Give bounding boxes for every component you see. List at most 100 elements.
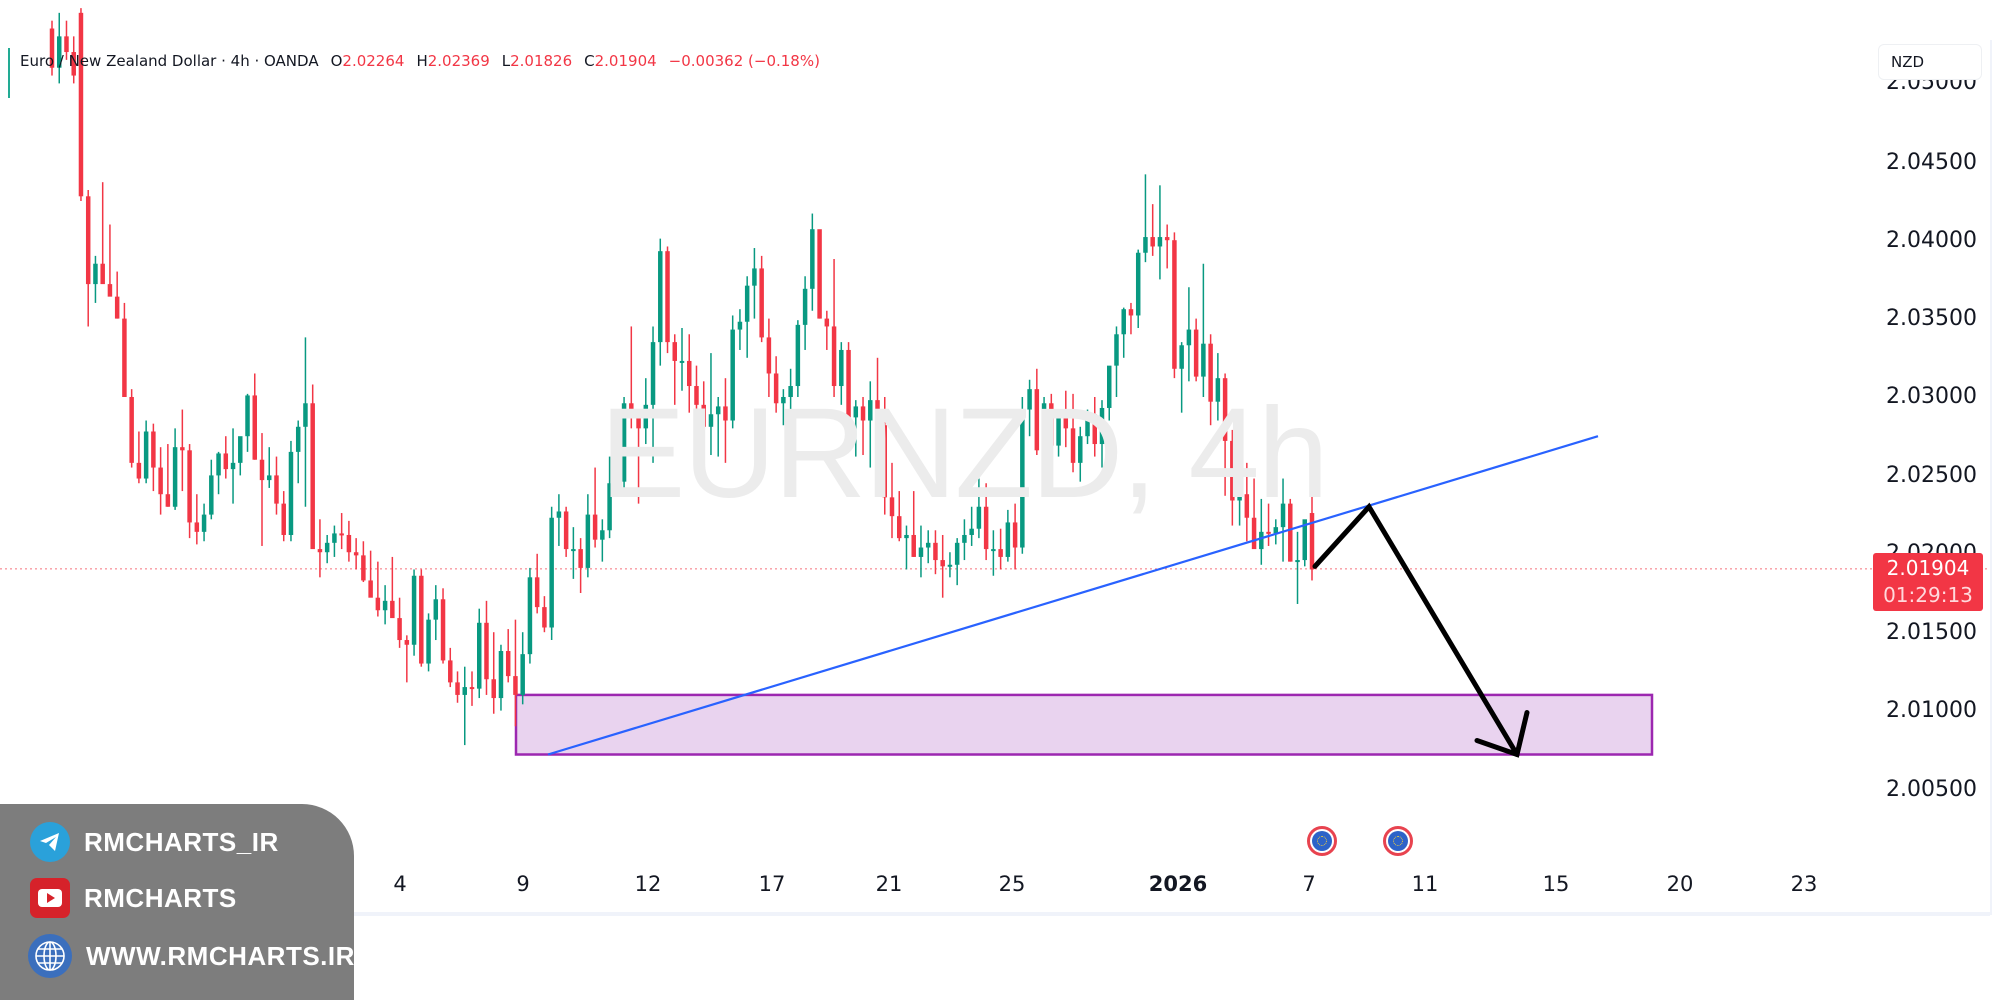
- close-value: 2.01904: [594, 52, 657, 70]
- candle: [1049, 393, 1054, 468]
- candle: [143, 420, 149, 484]
- candle: [476, 608, 482, 699]
- price-label: 2.04500: [1886, 150, 1977, 175]
- candle: [947, 552, 953, 578]
- telegram-icon: [30, 822, 70, 862]
- telegram-handle: RMCHARTS_IR: [84, 826, 279, 857]
- candle: [686, 334, 692, 413]
- candle: [194, 494, 200, 545]
- candle: [1164, 224, 1170, 269]
- change-value: −0.00362 (−0.18%): [668, 52, 820, 70]
- candle: [563, 506, 569, 557]
- candle: [1230, 429, 1235, 526]
- candle: [353, 538, 359, 570]
- candle: [715, 397, 721, 457]
- candle: [158, 447, 163, 515]
- candle: [708, 353, 714, 456]
- symbol-title[interactable]: Euro / New Zealand Dollar · 4h · OANDA: [20, 52, 319, 70]
- time-label: 25: [998, 872, 1026, 896]
- price-axis-divider: [1990, 40, 1992, 915]
- candle: [1121, 307, 1126, 358]
- candle: [339, 513, 344, 550]
- eu-event-icon[interactable]: [1307, 826, 1337, 856]
- candle: [469, 671, 475, 706]
- candle: [578, 538, 583, 593]
- candle: [397, 597, 402, 648]
- candle: [1150, 204, 1155, 256]
- candle: [1266, 503, 1271, 546]
- candle: [1251, 478, 1257, 550]
- time-label: 17: [758, 872, 786, 896]
- youtube-link[interactable]: RMCHARTS: [30, 878, 237, 918]
- candle: [860, 397, 866, 456]
- candle: [643, 378, 649, 445]
- candle: [679, 328, 685, 391]
- candle: [346, 520, 352, 562]
- website-link[interactable]: WWW.RMCHARTS.IR: [28, 934, 355, 978]
- telegram-link[interactable]: RMCHARTS_IR: [30, 822, 279, 862]
- candle: [361, 541, 366, 583]
- projection-arrow-path: [1312, 502, 1520, 758]
- candle: [925, 530, 931, 564]
- candle: [889, 462, 895, 539]
- candle: [165, 444, 171, 507]
- candle: [245, 393, 250, 452]
- candle: [658, 238, 663, 366]
- candle: [382, 585, 388, 625]
- candle: [1143, 174, 1148, 263]
- candle: [187, 444, 192, 539]
- candle: [983, 483, 989, 561]
- candle: [1193, 318, 1199, 382]
- candle: [172, 428, 178, 510]
- price-label: 2.01500: [1886, 620, 1977, 645]
- candle: [896, 491, 902, 542]
- candle: [332, 525, 337, 557]
- candle: [1309, 495, 1315, 581]
- candle: [404, 635, 410, 683]
- last-price-tag: 2.01904 01:29:13: [1873, 553, 1983, 611]
- candle: [1222, 373, 1228, 496]
- candle: [107, 224, 113, 297]
- candle: [122, 302, 127, 397]
- candle: [802, 276, 808, 350]
- candle: [918, 525, 924, 578]
- symbol-watermark: EURNZD, 4h: [600, 382, 1329, 525]
- candle: [810, 213, 815, 311]
- arrow-head-icon: [1474, 710, 1530, 758]
- candle: [1135, 249, 1141, 329]
- candle: [759, 255, 764, 343]
- time-label: 15: [1542, 872, 1570, 896]
- candle: [448, 647, 453, 688]
- candle: [1070, 393, 1076, 473]
- candle: [505, 629, 511, 683]
- candle: [1179, 342, 1184, 413]
- candle: [962, 519, 967, 561]
- candle: [419, 569, 424, 667]
- candle: [520, 632, 525, 705]
- price-label: 2.03500: [1886, 306, 1977, 331]
- candle: [969, 506, 974, 546]
- eu-flag-icon: [1312, 831, 1332, 851]
- candle: [976, 478, 982, 539]
- candle: [1208, 334, 1213, 426]
- candle: [100, 182, 105, 285]
- candle: [752, 248, 757, 319]
- currency-unit-button[interactable]: NZD: [1878, 44, 1982, 80]
- candle: [665, 246, 670, 354]
- low-key: L: [501, 52, 511, 70]
- price-label: 2.00500: [1886, 777, 1977, 802]
- candle: [940, 534, 945, 598]
- candle: [621, 397, 627, 492]
- eu-event-icon[interactable]: [1383, 826, 1413, 856]
- candle: [1106, 365, 1112, 421]
- price-label: 2.04000: [1886, 228, 1977, 253]
- candle: [933, 530, 938, 575]
- open-key: O: [330, 52, 343, 70]
- candle: [462, 666, 468, 746]
- candle: [375, 561, 381, 617]
- candle: [1128, 302, 1134, 335]
- candlestick-chart[interactable]: [0, 0, 1990, 912]
- candle: [788, 368, 793, 437]
- candle: [238, 436, 243, 476]
- candle: [1237, 462, 1242, 526]
